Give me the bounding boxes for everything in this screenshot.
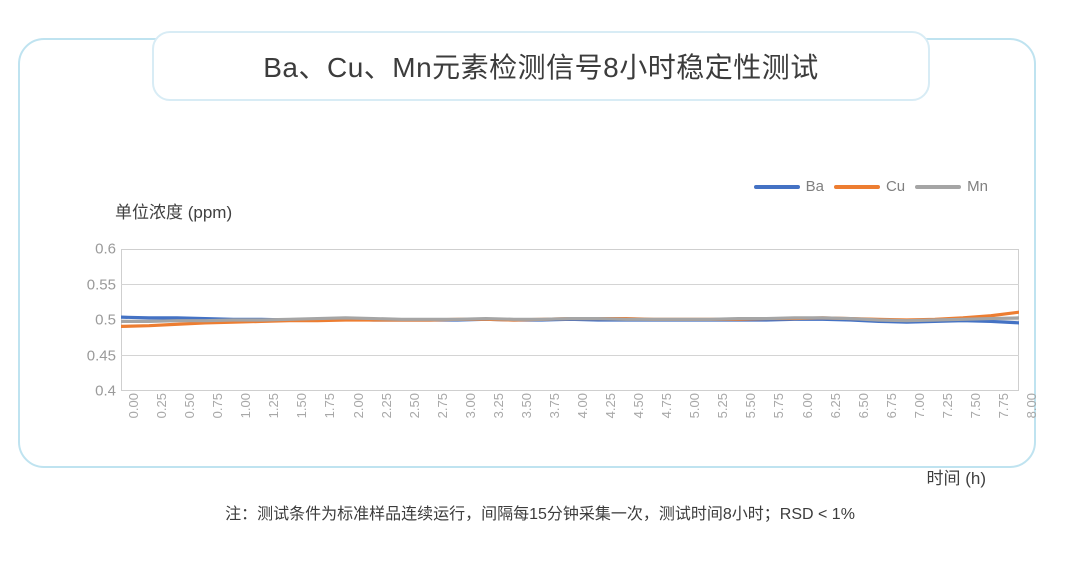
- x-axis-tick: 2.75: [434, 393, 450, 419]
- x-axis-tick: 1.00: [238, 393, 254, 419]
- legend-item-cu[interactable]: Cu: [833, 178, 906, 195]
- x-axis-tick: 4.00: [575, 393, 590, 419]
- y-axis-tick: 0.55: [86, 276, 116, 293]
- legend-label: Cu: [885, 178, 906, 195]
- x-axis-tick: 1.25: [266, 393, 282, 419]
- x-axis-tick: 6.00: [799, 393, 815, 419]
- x-axis-tick: 2.00: [350, 393, 366, 419]
- x-axis-tick: 5.00: [687, 393, 703, 419]
- x-axis-tick: 7.00: [911, 393, 927, 419]
- x-axis-tick: 8.00: [1024, 393, 1039, 419]
- legend-item-mn[interactable]: Mn: [915, 178, 988, 195]
- chart-footnote: 注：测试条件为标准样品连续运行，间隔每15分钟采集一次，测试时间8小时；RSD …: [225, 506, 855, 523]
- y-axis-tick: 0.6: [95, 240, 116, 258]
- y-axis-tick-labels: 0.6 0.55 0.5 0.45 0.4: [68, 241, 116, 400]
- x-axis-tick: 1.50: [294, 393, 310, 419]
- plot-svg: [121, 284, 1019, 356]
- x-axis-tick: 3.25: [490, 393, 506, 419]
- legend-label: Ba: [805, 178, 824, 195]
- x-axis-tick: 2.25: [378, 393, 394, 419]
- legend-swatch-mn-icon: [915, 184, 962, 189]
- x-axis-tick: 7.25: [939, 393, 955, 419]
- x-axis-tick: 2.50: [406, 393, 422, 419]
- y-axis-title: 单位浓度 (ppm): [115, 203, 233, 222]
- x-axis-tick: 7.75: [995, 393, 1011, 419]
- y-axis-tick: 0.45: [86, 347, 116, 364]
- x-axis-tick: 6.75: [883, 393, 899, 419]
- x-axis-tick: 0.50: [182, 393, 198, 419]
- legend-label: Mn: [967, 178, 988, 195]
- chart-legend: Ba Cu Mn: [744, 178, 988, 195]
- x-axis-tick: 4.25: [603, 393, 619, 419]
- y-axis-tick: 0.4: [95, 382, 116, 400]
- x-axis-tick: 3.75: [546, 393, 562, 419]
- x-axis-tick: 7.50: [967, 393, 983, 419]
- x-axis-title: 时间 (h): [926, 469, 987, 488]
- x-axis-tick: 3.50: [518, 393, 534, 419]
- x-axis-tick: 6.50: [855, 393, 871, 419]
- x-axis-tick: 5.50: [743, 393, 759, 419]
- x-axis-tick: 0.00: [126, 393, 141, 419]
- x-axis-tick: 1.75: [322, 393, 338, 419]
- y-axis-tick: 0.5: [95, 311, 116, 329]
- x-axis-tick: 0.25: [154, 393, 170, 419]
- x-axis-tick: 4.75: [659, 393, 675, 419]
- x-axis-tick: 3.00: [462, 393, 478, 419]
- x-axis-tick: 4.50: [631, 393, 647, 419]
- x-axis-tick: 0.75: [210, 393, 226, 419]
- x-axis-tick-labels: 0.00 0.25 0.50 0.75 1.00 1.25 1.50 1.75 2.00 2.25…: [121, 393, 1039, 449]
- x-axis-tick: 5.75: [771, 393, 787, 419]
- page-title: Ba、Cu、Mn元素检测信号8小时稳定性测试: [263, 52, 819, 83]
- plot-area: [121, 249, 1019, 391]
- chart-title-pill: Ba、Cu、Mn元素检测信号8小时稳定性测试: [152, 31, 930, 101]
- legend-swatch-ba-icon: [753, 184, 800, 189]
- chart-card: 单位浓度 (ppm) Ba Cu Mn 0.6 0.55 0.5 0.45 0.4 0.00…: [18, 38, 1039, 488]
- legend-item-ba[interactable]: Ba: [753, 178, 824, 195]
- x-axis-tick: 6.25: [827, 393, 843, 419]
- x-axis-tick: 5.25: [715, 393, 731, 419]
- legend-swatch-cu-icon: [833, 184, 880, 189]
